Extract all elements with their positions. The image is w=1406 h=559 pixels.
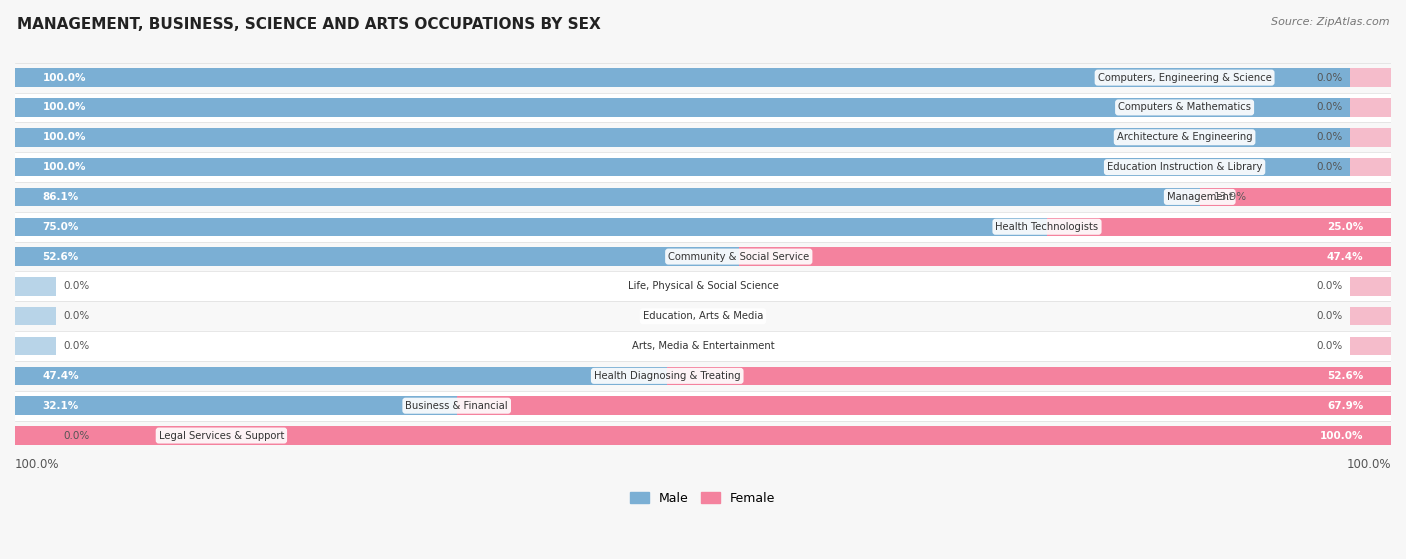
Bar xyxy=(15,241,1391,272)
Text: Education, Arts & Media: Education, Arts & Media xyxy=(643,311,763,321)
Text: 47.4%: 47.4% xyxy=(42,371,79,381)
Bar xyxy=(1350,98,1391,117)
Text: 0.0%: 0.0% xyxy=(1316,311,1343,321)
Text: Health Diagnosing & Treating: Health Diagnosing & Treating xyxy=(593,371,741,381)
Bar xyxy=(1350,128,1391,146)
Text: 100.0%: 100.0% xyxy=(1347,458,1391,471)
Text: Legal Services & Support: Legal Services & Support xyxy=(159,430,284,440)
Bar xyxy=(1350,68,1391,87)
Text: 100.0%: 100.0% xyxy=(1320,430,1364,440)
Text: Arts, Media & Entertainment: Arts, Media & Entertainment xyxy=(631,341,775,351)
Bar xyxy=(15,337,56,356)
Text: 0.0%: 0.0% xyxy=(63,311,90,321)
Bar xyxy=(15,247,738,266)
Bar xyxy=(1350,307,1391,325)
Bar xyxy=(15,272,1391,301)
Text: Computers & Mathematics: Computers & Mathematics xyxy=(1118,102,1251,112)
Text: Business & Financial: Business & Financial xyxy=(405,401,508,411)
Text: 0.0%: 0.0% xyxy=(1316,132,1343,143)
Text: Management: Management xyxy=(1167,192,1233,202)
Bar xyxy=(15,68,1391,87)
Bar xyxy=(15,212,1391,241)
Bar xyxy=(15,331,1391,361)
Bar xyxy=(15,122,1391,152)
Legend: Male, Female: Male, Female xyxy=(626,487,780,510)
Text: 100.0%: 100.0% xyxy=(42,162,86,172)
Text: 75.0%: 75.0% xyxy=(42,222,79,232)
Text: 0.0%: 0.0% xyxy=(1316,162,1343,172)
Bar xyxy=(15,361,1391,391)
Bar xyxy=(15,396,457,415)
Text: 0.0%: 0.0% xyxy=(63,281,90,291)
Bar xyxy=(1350,337,1391,356)
Text: 86.1%: 86.1% xyxy=(42,192,79,202)
Text: 100.0%: 100.0% xyxy=(42,73,86,83)
Text: Architecture & Engineering: Architecture & Engineering xyxy=(1116,132,1253,143)
Text: 0.0%: 0.0% xyxy=(63,341,90,351)
Bar xyxy=(15,93,1391,122)
Text: 47.4%: 47.4% xyxy=(1327,252,1364,262)
Text: 52.6%: 52.6% xyxy=(1327,371,1364,381)
Text: 67.9%: 67.9% xyxy=(1327,401,1364,411)
Text: 100.0%: 100.0% xyxy=(15,458,59,471)
Bar xyxy=(15,391,1391,420)
Text: 100.0%: 100.0% xyxy=(42,132,86,143)
Text: 0.0%: 0.0% xyxy=(1316,341,1343,351)
Bar xyxy=(15,158,1391,176)
Text: 52.6%: 52.6% xyxy=(42,252,79,262)
Bar xyxy=(1199,188,1391,206)
Bar xyxy=(15,188,1199,206)
Text: Life, Physical & Social Science: Life, Physical & Social Science xyxy=(627,281,779,291)
Bar xyxy=(668,367,1391,385)
Bar xyxy=(15,182,1391,212)
Text: 13.9%: 13.9% xyxy=(1213,192,1247,202)
Text: 32.1%: 32.1% xyxy=(42,401,79,411)
Bar xyxy=(15,63,1391,93)
Text: Source: ZipAtlas.com: Source: ZipAtlas.com xyxy=(1271,17,1389,27)
Bar xyxy=(1350,277,1391,296)
Text: Computers, Engineering & Science: Computers, Engineering & Science xyxy=(1098,73,1271,83)
Bar xyxy=(1047,217,1391,236)
Bar xyxy=(15,277,56,296)
Bar xyxy=(15,217,1047,236)
Bar xyxy=(15,427,1391,445)
Text: MANAGEMENT, BUSINESS, SCIENCE AND ARTS OCCUPATIONS BY SEX: MANAGEMENT, BUSINESS, SCIENCE AND ARTS O… xyxy=(17,17,600,32)
Bar xyxy=(15,128,1391,146)
Bar xyxy=(15,420,1391,451)
Bar xyxy=(1350,158,1391,176)
Bar xyxy=(15,152,1391,182)
Text: 0.0%: 0.0% xyxy=(1316,73,1343,83)
Text: 0.0%: 0.0% xyxy=(1316,102,1343,112)
Bar xyxy=(15,307,56,325)
Text: Education Instruction & Library: Education Instruction & Library xyxy=(1107,162,1263,172)
Text: Health Technologists: Health Technologists xyxy=(995,222,1098,232)
Bar xyxy=(457,396,1391,415)
Bar xyxy=(15,98,1391,117)
Text: 25.0%: 25.0% xyxy=(1327,222,1364,232)
Text: 100.0%: 100.0% xyxy=(42,102,86,112)
Bar xyxy=(15,427,56,445)
Bar xyxy=(15,301,1391,331)
Bar xyxy=(738,247,1391,266)
Text: 0.0%: 0.0% xyxy=(1316,281,1343,291)
Bar xyxy=(15,367,668,385)
Text: Community & Social Service: Community & Social Service xyxy=(668,252,810,262)
Text: 0.0%: 0.0% xyxy=(63,430,90,440)
